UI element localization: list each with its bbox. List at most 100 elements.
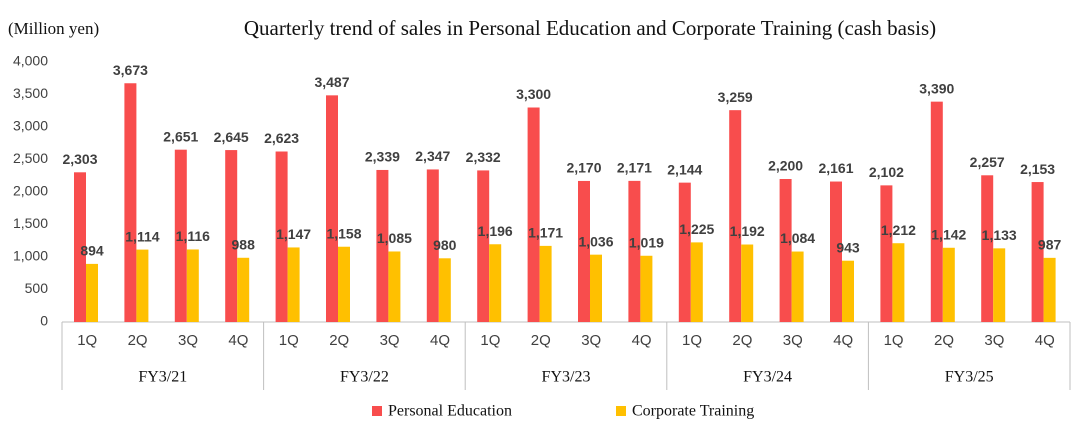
bar <box>942 247 955 322</box>
x-tick-label: 4Q <box>833 332 853 349</box>
value-label: 2,332 <box>466 149 501 165</box>
value-label: 1,158 <box>326 225 361 241</box>
value-label: 987 <box>1038 237 1062 253</box>
y-tick-label: 3,000 <box>13 118 48 134</box>
bar <box>426 169 439 322</box>
value-label: 3,300 <box>516 86 551 102</box>
value-label: 1,147 <box>276 226 311 242</box>
x-tick-label: 1Q <box>279 332 299 349</box>
chart-title: Quarterly trend of sales in Personal Edu… <box>244 16 936 40</box>
value-label: 1,225 <box>679 221 714 237</box>
x-tick-label: 2Q <box>329 332 349 349</box>
value-label: 1,084 <box>780 230 815 246</box>
bar <box>489 244 502 322</box>
value-label: 1,036 <box>578 233 613 249</box>
y-tick-label: 0 <box>40 313 48 329</box>
x-tick-label: 3Q <box>984 332 1004 349</box>
bar <box>539 245 552 322</box>
y-tick-label: 2,000 <box>13 183 48 199</box>
x-tick-label: 4Q <box>1035 332 1055 349</box>
legend-label: Personal Education <box>388 403 512 420</box>
bar <box>527 107 540 322</box>
value-label: 3,259 <box>718 89 753 105</box>
value-label: 3,390 <box>919 80 954 96</box>
legend-swatch <box>616 406 626 416</box>
y-tick-label: 1,000 <box>13 248 48 264</box>
bar <box>729 110 742 322</box>
bar <box>174 149 187 322</box>
value-label: 2,170 <box>566 160 601 176</box>
group-label: FY3/21 <box>138 369 187 386</box>
value-label: 3,487 <box>314 74 349 90</box>
value-label: 2,257 <box>970 154 1005 170</box>
y-tick-label: 3,500 <box>13 85 48 101</box>
bar <box>124 83 137 322</box>
bar <box>791 251 804 322</box>
value-label: 943 <box>836 239 860 255</box>
x-tick-label: 1Q <box>884 332 904 349</box>
value-label: 2,651 <box>163 128 198 144</box>
value-label: 2,200 <box>768 158 803 174</box>
bar <box>930 101 943 323</box>
bar <box>136 249 149 322</box>
value-label: 2,102 <box>869 164 904 180</box>
x-tick-label: 4Q <box>430 332 450 349</box>
bar <box>892 243 905 322</box>
x-tick-label: 4Q <box>632 332 652 349</box>
y-tick-label: 1,500 <box>13 215 48 231</box>
bar <box>326 95 338 322</box>
bar <box>981 175 994 322</box>
x-tick-label: 2Q <box>934 332 954 349</box>
value-label: 980 <box>433 237 457 253</box>
x-tick-label: 1Q <box>480 332 500 349</box>
bar <box>880 185 893 322</box>
value-label: 1,116 <box>176 228 210 244</box>
x-tick-label: 2Q <box>732 332 752 349</box>
bar <box>86 263 98 322</box>
bar <box>628 180 641 322</box>
value-label: 1,212 <box>881 222 916 238</box>
value-label: 2,171 <box>617 160 652 176</box>
bar <box>1043 257 1056 322</box>
value-label: 2,623 <box>264 130 299 146</box>
group-label: FY3/24 <box>743 369 792 386</box>
value-label: 2,144 <box>667 161 702 177</box>
value-label: 1,019 <box>629 234 664 250</box>
value-label: 2,347 <box>415 148 450 164</box>
bar <box>225 150 238 322</box>
value-label: 2,153 <box>1020 161 1055 177</box>
value-label: 2,303 <box>62 151 97 167</box>
y-tick-label: 4,000 <box>13 53 48 69</box>
bar <box>690 242 703 322</box>
x-tick-label: 4Q <box>228 332 248 349</box>
y-tick-label: 2,500 <box>13 150 48 166</box>
bar <box>287 247 300 322</box>
bar <box>376 169 389 322</box>
bar <box>1031 182 1044 322</box>
bar <box>186 249 199 322</box>
y-tick-label: 500 <box>25 280 49 296</box>
bar <box>842 260 854 322</box>
bar <box>993 248 1006 322</box>
value-label: 1,142 <box>931 226 966 242</box>
bar <box>830 181 842 322</box>
bar <box>438 258 451 322</box>
bar <box>640 255 653 322</box>
bar <box>74 172 86 322</box>
value-label: 1,133 <box>982 227 1017 243</box>
bar <box>741 244 754 322</box>
bar <box>275 151 288 322</box>
bar <box>388 251 401 322</box>
value-label: 1,196 <box>478 223 513 239</box>
value-label: 1,114 <box>125 228 159 244</box>
x-tick-label: 3Q <box>581 332 601 349</box>
legend-label: Corporate Training <box>632 403 754 420</box>
group-label: FY3/23 <box>542 369 591 386</box>
value-label: 2,645 <box>214 129 249 145</box>
value-label: 1,171 <box>528 225 563 241</box>
bar <box>590 254 602 322</box>
bar <box>678 182 691 322</box>
bar <box>779 179 792 322</box>
x-tick-label: 3Q <box>783 332 803 349</box>
